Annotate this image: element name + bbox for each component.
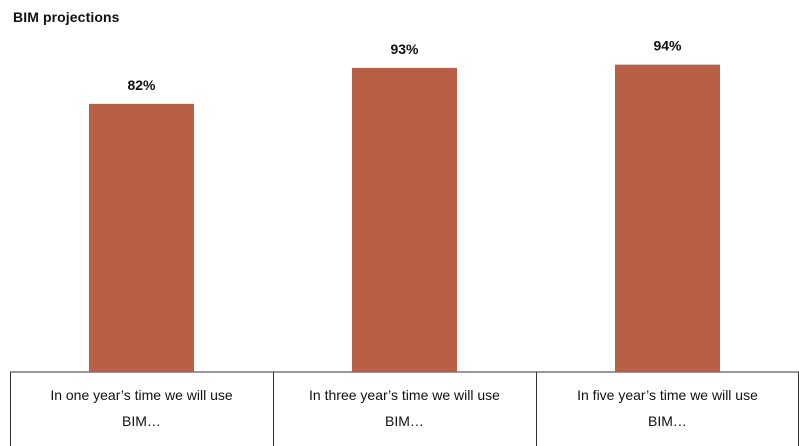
bar [89, 103, 194, 373]
bar [615, 64, 720, 373]
x-tick-label: BIM… [122, 413, 161, 429]
x-tick-label: BIM… [385, 413, 424, 429]
data-label: 94% [653, 38, 682, 54]
chart-title: BIM projections [13, 9, 120, 25]
x-tick-label: In three year’s time we will use [309, 387, 500, 403]
x-tick-label: In one year’s time we will use [50, 387, 233, 403]
x-tick-label: BIM… [648, 413, 687, 429]
data-label: 82% [127, 77, 156, 93]
data-label: 93% [390, 41, 419, 57]
x-tick-label: In five year’s time we will use [577, 387, 758, 403]
bar [352, 67, 457, 372]
